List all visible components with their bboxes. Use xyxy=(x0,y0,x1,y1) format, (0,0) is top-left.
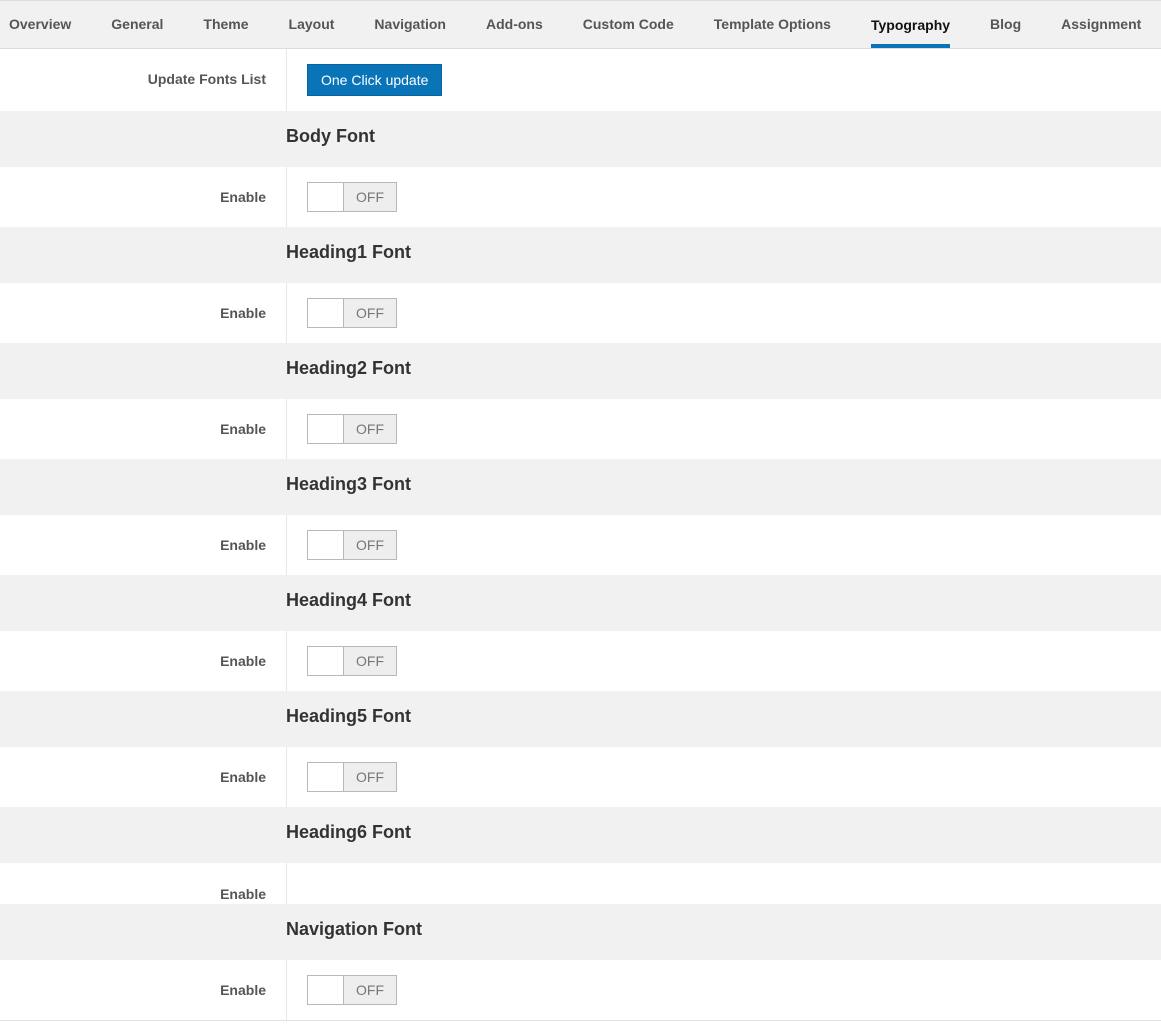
section-title: Heading2 Font xyxy=(286,358,411,378)
field-label: Enable xyxy=(220,421,266,437)
toggle-state: OFF xyxy=(344,183,396,211)
tab[interactable]: Overview xyxy=(9,16,72,32)
toggle-knob xyxy=(308,647,344,675)
section-title: Heading1 Font xyxy=(286,242,411,262)
tab[interactable]: General xyxy=(111,16,164,32)
section-header: Heading5 Font xyxy=(0,691,1161,747)
field-label: Enable xyxy=(220,886,266,902)
toggle-knob xyxy=(308,763,344,791)
toggle-switch[interactable]: OFF xyxy=(307,530,397,560)
field-label: Enable xyxy=(220,305,266,321)
section-header: Heading3 Font xyxy=(0,459,1161,515)
toggle-switch[interactable]: OFF xyxy=(307,646,397,676)
field-label: Enable xyxy=(220,653,266,669)
section-title: Heading3 Font xyxy=(286,474,411,494)
tab[interactable]: Navigation xyxy=(374,16,446,32)
field-label: Enable xyxy=(220,769,266,785)
toggle-switch[interactable]: OFF xyxy=(307,298,397,328)
enable-row: Enable xyxy=(0,863,1161,904)
field-label: Enable xyxy=(220,537,266,553)
settings-list: Update Fonts List One Click update Body Fo… xyxy=(0,49,1161,1020)
toggle-state: OFF xyxy=(344,415,396,443)
enable-row: Enable OFF xyxy=(0,167,1161,227)
section-title: Heading4 Font xyxy=(286,590,411,610)
field-label: Enable xyxy=(220,189,266,205)
section-header: Heading1 Font xyxy=(0,227,1161,283)
section-title: Heading5 Font xyxy=(286,706,411,726)
tab[interactable]: Template Options xyxy=(713,16,831,32)
update-button[interactable]: One Click update xyxy=(307,64,443,96)
update-row: Update Fonts List One Click update xyxy=(0,49,1161,111)
enable-row: Enable OFF xyxy=(0,283,1161,343)
toggle-knob xyxy=(308,183,344,211)
enable-row: Enable OFF xyxy=(0,960,1161,1020)
field-label: Update Fonts List xyxy=(147,71,266,87)
toggle-knob xyxy=(308,531,344,559)
toggle-switch[interactable]: OFF xyxy=(307,182,397,212)
toggle-state: OFF xyxy=(344,763,396,791)
section-title: Body Font xyxy=(286,126,375,146)
tab[interactable]: Add-ons xyxy=(486,16,543,32)
section-title: Heading6 Font xyxy=(286,822,411,842)
toggle-switch[interactable]: OFF xyxy=(307,414,397,444)
tab[interactable]: Theme xyxy=(203,16,249,32)
toggle-knob xyxy=(308,415,344,443)
enable-row: Enable OFF xyxy=(0,515,1161,575)
bottom-border xyxy=(0,1020,1161,1021)
section-header: Heading6 Font xyxy=(0,807,1161,863)
tab-bar: Overview General Theme Layout Navigation Add-… xyxy=(0,0,1161,49)
section-header: Heading2 Font xyxy=(0,343,1161,399)
toggle-knob xyxy=(308,976,344,1004)
enable-row: Enable OFF xyxy=(0,747,1161,807)
toggle-state: OFF xyxy=(344,299,396,327)
section-header: Navigation Font xyxy=(0,904,1161,960)
enable-row: Enable OFF xyxy=(0,399,1161,459)
tab[interactable]: Blog xyxy=(990,16,1022,32)
toggle-knob xyxy=(308,299,344,327)
active-tab[interactable]: Typography xyxy=(870,1,951,48)
enable-row: Enable OFF xyxy=(0,631,1161,691)
section-title: Navigation Font xyxy=(286,919,422,939)
section-header: Heading4 Font xyxy=(0,575,1161,631)
tab[interactable]: Assignment xyxy=(1061,16,1142,32)
toggle-state: OFF xyxy=(344,531,396,559)
section-header: Body Font xyxy=(0,111,1161,167)
field-label: Enable xyxy=(220,982,266,998)
toggle-state: OFF xyxy=(344,647,396,675)
toggle-switch[interactable]: OFF xyxy=(307,975,397,1005)
tab[interactable]: Layout xyxy=(288,16,335,32)
toggle-switch[interactable]: OFF xyxy=(307,762,397,792)
tab[interactable]: Custom Code xyxy=(582,16,674,32)
toggle-state: OFF xyxy=(344,976,396,1004)
